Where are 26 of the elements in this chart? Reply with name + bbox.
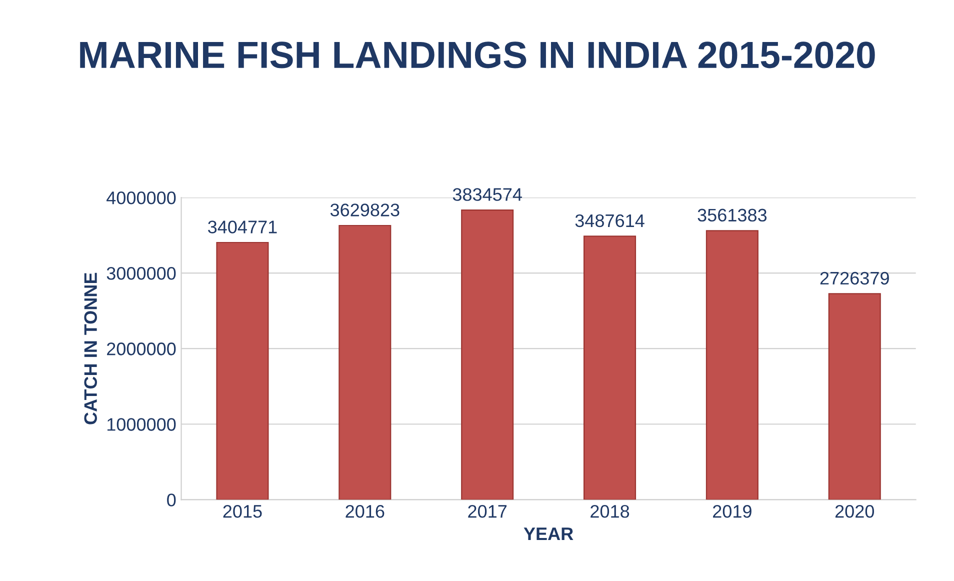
- data-label: 2726379: [820, 272, 889, 285]
- data-label: 3404771: [208, 220, 277, 234]
- y-tick-label: 3000000: [106, 267, 176, 280]
- x-tick-label: 2019: [713, 505, 752, 518]
- data-label: 3487614: [575, 214, 644, 228]
- x-tick-label: 2020: [835, 505, 874, 518]
- x-tick-label: 2018: [590, 505, 630, 518]
- data-label: 3834574: [452, 188, 522, 201]
- y-axis-title: CATCH IN TONNE: [84, 272, 97, 424]
- y-tick-label: 0: [167, 494, 176, 506]
- bar: [828, 293, 881, 500]
- y-tick-label: 4000000: [106, 191, 176, 204]
- x-tick-label: 2015: [223, 505, 262, 518]
- bar: [338, 224, 392, 500]
- data-label: 3629823: [330, 204, 400, 216]
- bar: [461, 209, 514, 500]
- data-label: 3561383: [698, 208, 767, 222]
- bar: [706, 230, 758, 500]
- y-tick-label: 1000000: [107, 418, 176, 431]
- y-tick-label: 2000000: [107, 342, 176, 356]
- bar: [216, 242, 269, 500]
- x-axis-title: YEAR: [524, 528, 574, 540]
- x-tick-label: 2016: [346, 505, 384, 518]
- x-tick-label: 2017: [468, 505, 507, 518]
- chart-title: MARINE FISH LANDINGS IN INDIA 2015-2020: [80, 42, 875, 68]
- bar: [584, 236, 636, 500]
